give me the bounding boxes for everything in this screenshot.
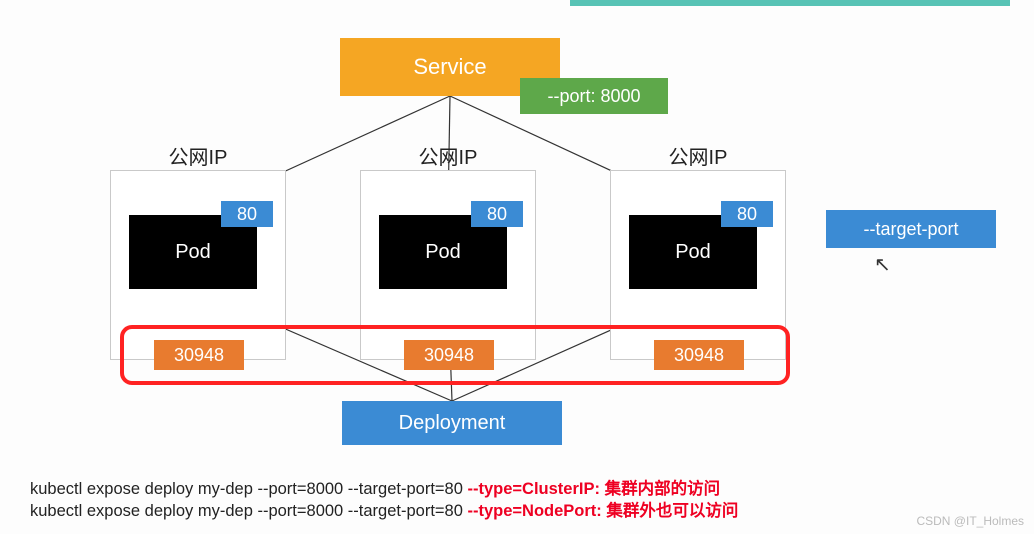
watermark: CSDN @IT_Holmes xyxy=(916,514,1024,528)
cursor-icon: ↖ xyxy=(874,252,891,277)
cmd-1-plain: kubectl expose deploy my-dep --port=8000… xyxy=(30,480,468,498)
deployment-box: Deployment xyxy=(342,401,562,445)
cmd-2-plain: kubectl expose deploy my-dep --port=8000… xyxy=(30,502,468,520)
nodeport-tag: 30948 xyxy=(654,340,744,370)
target-port-text: --target-port xyxy=(863,219,958,240)
cmd-line-2: kubectl expose deploy my-dep --port=8000… xyxy=(30,500,738,522)
service-label: Service xyxy=(413,54,486,80)
cmd-2-red: --type=NodePort: 集群外也可以访问 xyxy=(468,502,739,520)
cmd-line-1: kubectl expose deploy my-dep --port=8000… xyxy=(30,478,738,500)
container-port: 80 xyxy=(471,201,523,227)
top-accent xyxy=(570,0,1010,6)
node-title: 公网IP xyxy=(611,141,785,170)
target-port-label: --target-port xyxy=(826,210,996,248)
deployment-label: Deployment xyxy=(399,412,506,435)
node-title: 公网IP xyxy=(361,141,535,170)
container-port: 80 xyxy=(721,201,773,227)
nodeport-tag: 30948 xyxy=(404,340,494,370)
nodeport-tag: 30948 xyxy=(154,340,244,370)
cmd-lines: kubectl expose deploy my-dep --port=8000… xyxy=(30,478,738,523)
node-title: 公网IP xyxy=(111,141,285,170)
container-port: 80 xyxy=(221,201,273,227)
cmd-1-red: --type=ClusterIP: 集群内部的访问 xyxy=(468,480,721,498)
port-flag-text: --port: 8000 xyxy=(547,86,640,107)
port-flag-label: --port: 8000 xyxy=(520,78,668,114)
